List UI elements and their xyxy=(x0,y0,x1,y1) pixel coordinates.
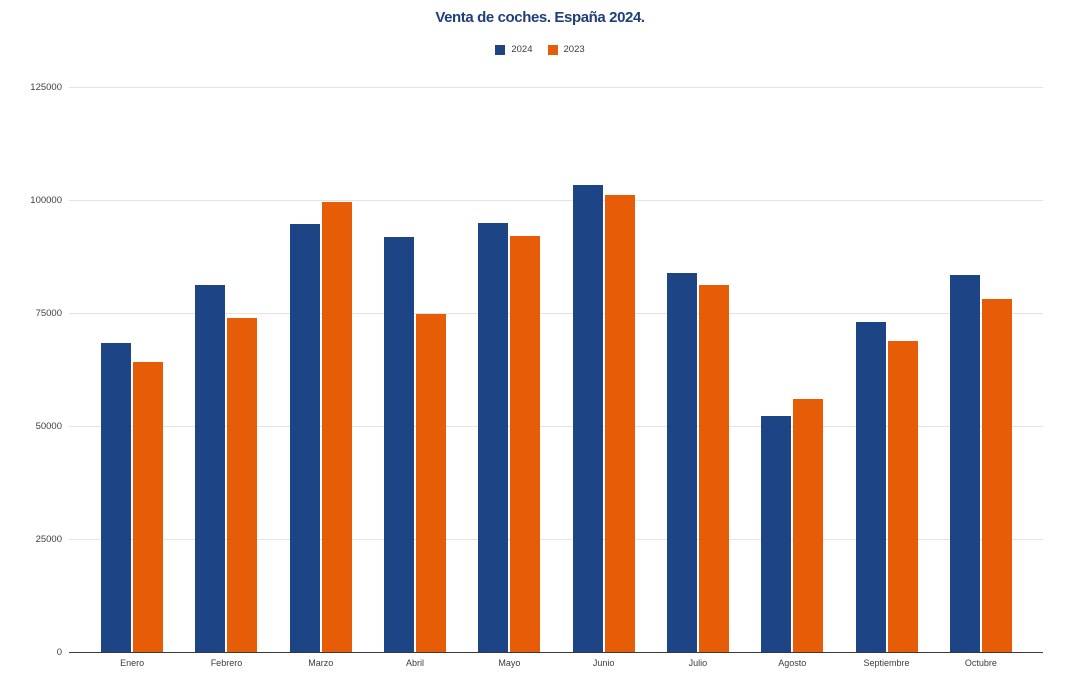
bar-2024-mayo[interactable] xyxy=(478,222,509,652)
x-tick-label-febrero: Febrero xyxy=(210,658,243,668)
bar-group-mayo xyxy=(462,87,556,652)
chart-legend: 2024 2023 xyxy=(0,44,1080,55)
bar-2023-agosto[interactable] xyxy=(793,398,824,652)
x-tick-label-octubre: Octubre xyxy=(964,658,997,668)
bar-2024-febrero[interactable] xyxy=(195,285,226,652)
chart-title: Venta de coches. España 2024. xyxy=(435,9,645,26)
legend-label-2024: 2024 xyxy=(511,44,533,55)
bar-2024-julio[interactable] xyxy=(666,272,697,652)
y-tick-label-0: 0 xyxy=(56,647,62,658)
bar-2024-abril[interactable] xyxy=(384,237,415,652)
bar-2023-enero[interactable] xyxy=(133,362,164,652)
y-tick-label-100000: 100000 xyxy=(30,195,62,206)
bar-2023-septiembre[interactable] xyxy=(887,340,918,652)
legend-item-2024[interactable]: 2024 xyxy=(495,44,533,55)
x-tick-label-julio: Julio xyxy=(688,658,708,668)
plot-area xyxy=(69,87,1043,653)
bar-group-octubre xyxy=(934,87,1028,652)
x-tick-label-marzo: Marzo xyxy=(308,658,334,668)
bar-2024-marzo[interactable] xyxy=(289,224,320,652)
gridline-75000 xyxy=(69,313,1043,314)
bar-2024-octubre[interactable] xyxy=(949,275,980,652)
x-tick-label-abril: Abril xyxy=(406,658,425,668)
legend-color-swatch-2024 xyxy=(495,44,506,55)
x-tick-label-junio: Junio xyxy=(592,658,615,668)
y-axis: 0 25000 50000 75000 100000 125000 xyxy=(0,82,62,658)
x-tick-label-enero: Enero xyxy=(120,658,145,668)
bar-group-septiembre xyxy=(839,87,933,652)
y-tick-label-75000: 75000 xyxy=(35,308,62,319)
y-tick-label-50000: 50000 xyxy=(35,421,62,432)
bar-2023-octubre[interactable] xyxy=(981,299,1012,652)
y-tick-label-125000: 125000 xyxy=(30,82,62,93)
bar-2023-junio[interactable] xyxy=(604,195,635,652)
bar-2023-marzo[interactable] xyxy=(321,202,352,652)
bar-2023-mayo[interactable] xyxy=(510,236,541,652)
bar-group-abril xyxy=(368,87,462,652)
bar-2024-junio[interactable] xyxy=(572,185,603,652)
x-tick-label-agosto: Agosto xyxy=(778,658,807,668)
legend-item-2023[interactable]: 2023 xyxy=(547,44,585,55)
legend-label-2023: 2023 xyxy=(563,44,585,55)
bar-2024-agosto[interactable] xyxy=(761,416,792,652)
bar-group-marzo xyxy=(274,87,368,652)
bar-group-julio xyxy=(651,87,745,652)
x-tick-label-mayo: Mayo xyxy=(498,658,521,668)
bar-group-febrero xyxy=(179,87,273,652)
bar-2023-julio[interactable] xyxy=(698,285,729,652)
gridline-125000 xyxy=(69,87,1043,88)
bar-band xyxy=(85,87,1028,652)
bar-group-agosto xyxy=(745,87,839,652)
bar-2024-enero[interactable] xyxy=(101,342,132,652)
x-tick-label-septiembre: Septiembre xyxy=(863,658,910,668)
gridline-100000 xyxy=(69,200,1043,201)
legend-color-swatch-2023 xyxy=(547,44,558,55)
x-axis-line xyxy=(69,651,1043,653)
bar-group-enero xyxy=(85,87,179,652)
bar-2023-febrero[interactable] xyxy=(227,317,258,652)
bar-2024-septiembre[interactable] xyxy=(855,321,886,652)
bar-group-junio xyxy=(556,87,650,652)
gridline-50000 xyxy=(69,426,1043,427)
y-tick-label-25000: 25000 xyxy=(35,534,62,545)
x-axis: Enero Febrero Marzo Abril Mayo Junio Julio Agos… xyxy=(85,658,1028,668)
gridline-25000 xyxy=(69,539,1043,540)
bar-2023-abril[interactable] xyxy=(416,314,447,652)
